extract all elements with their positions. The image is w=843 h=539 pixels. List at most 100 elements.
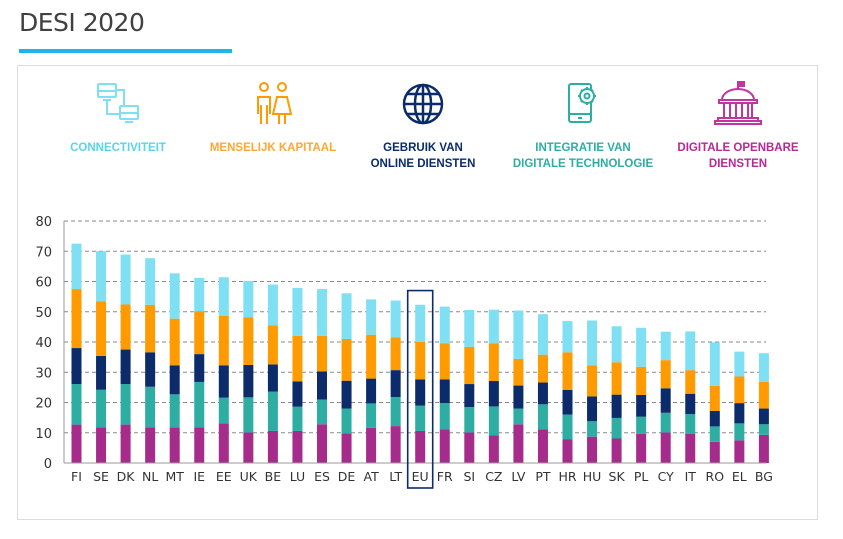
bar-stack-bg — [758, 353, 769, 463]
bar-segment — [562, 389, 573, 415]
y-tick-label: 10 — [35, 427, 52, 442]
bar-segment — [317, 399, 327, 425]
bar-segment — [390, 426, 401, 463]
bar-segment — [317, 424, 327, 463]
bar-stack-pt — [537, 314, 548, 463]
bar-segment — [709, 441, 720, 463]
bar-stack-nl — [145, 258, 156, 463]
bar-segment — [513, 385, 524, 409]
bar-segment — [464, 407, 475, 433]
bar-segment — [169, 394, 180, 428]
bar-segment — [120, 254, 131, 305]
bar-segment — [464, 346, 475, 385]
bar-segment — [169, 273, 180, 319]
x-tick-label: HU — [583, 469, 602, 484]
bar-stack-dk — [120, 254, 131, 463]
bar-stack-el — [734, 351, 745, 463]
bar-stack-cz — [488, 309, 499, 463]
bar-stack-pl — [636, 327, 647, 463]
bar-segment — [145, 352, 156, 387]
bar-segment — [366, 427, 377, 463]
bar-segment — [267, 391, 278, 431]
bar-segment — [587, 320, 598, 366]
bar-segment — [145, 427, 156, 463]
bar-stack-ro — [709, 342, 720, 463]
bar-segment — [537, 354, 548, 383]
x-tick-label: BE — [265, 469, 282, 484]
bar-segment — [439, 379, 450, 404]
bar-segment — [587, 365, 598, 397]
bar-segment — [562, 352, 573, 390]
bar-segment — [734, 440, 745, 463]
bar-segment — [243, 364, 254, 398]
x-tick-label: UK — [240, 469, 258, 484]
bar-segment — [439, 306, 450, 344]
bar-segment — [660, 432, 671, 463]
legend-label: INTEGRATIE VAN DIGITALE TECHNOLOGIE — [512, 142, 654, 170]
bar-segment — [758, 353, 769, 382]
bar-segment — [709, 426, 720, 442]
bar-segment — [243, 432, 254, 463]
bar-segment — [194, 311, 205, 355]
y-tick-label: 70 — [35, 245, 52, 260]
bar-segment — [464, 384, 475, 408]
bar-segment — [734, 403, 745, 424]
bar-segment — [611, 394, 622, 418]
bar-segment — [194, 427, 205, 463]
bar-stack-uk — [243, 280, 254, 463]
x-tick-label: SK — [609, 469, 626, 484]
bar-segment — [415, 379, 426, 406]
x-tick-label: LV — [511, 469, 526, 484]
bar-segment — [685, 393, 696, 414]
x-tick-label: IE — [193, 469, 205, 484]
bar-segment — [685, 331, 696, 371]
bar-segment — [587, 436, 598, 463]
bar-segment — [685, 413, 696, 434]
bar-stack-lv — [513, 310, 524, 463]
bar-segment — [415, 405, 426, 431]
bar-segment — [317, 289, 327, 336]
bar-segment — [292, 430, 303, 463]
connected-computers-icon — [38, 80, 198, 130]
bar-segment — [145, 304, 156, 353]
bar-segment — [243, 280, 254, 318]
bar-segment — [218, 315, 229, 366]
x-tick-label: CY — [658, 469, 675, 484]
bar-segment — [71, 424, 82, 463]
bar-segment — [464, 432, 475, 463]
bar-segment — [390, 397, 401, 427]
bar-stack-eu — [415, 304, 426, 463]
bar-segment — [96, 301, 107, 356]
x-tick-label: DK — [117, 469, 136, 484]
y-tick-label: 0 — [44, 457, 52, 472]
bar-segment — [488, 435, 499, 463]
title-underline — [19, 49, 232, 53]
x-tick-label: NL — [142, 469, 158, 484]
bar-segment — [120, 304, 131, 350]
bar-segment — [660, 412, 671, 433]
y-tick-label: 20 — [35, 397, 52, 412]
y-tick-label: 80 — [35, 215, 52, 230]
bar-segment — [169, 427, 180, 463]
bar-stack-ie — [194, 277, 205, 463]
bar-segment — [660, 331, 671, 361]
bar-segment — [366, 378, 377, 404]
bar-segment — [243, 317, 254, 365]
bar-segment — [169, 318, 180, 366]
bar-stack-mt — [169, 273, 180, 463]
bar-segment — [267, 430, 278, 463]
bar-segment — [341, 433, 352, 463]
x-tick-label: RO — [706, 469, 725, 484]
bar-segment — [562, 321, 573, 353]
bar-segment — [194, 277, 205, 312]
bar-segment — [587, 396, 598, 422]
bar-segment — [709, 410, 720, 427]
bar-segment — [562, 414, 573, 440]
x-tick-label: SI — [463, 469, 475, 484]
x-tick-label: ES — [314, 469, 330, 484]
stacked-bar-chart: 0 10 20 30 40 50 60 70 80 FI SE DK NL MT IE EE UK BE LU ES D… — [35, 215, 773, 489]
bar-segment — [488, 406, 499, 436]
bar-stack-si — [464, 309, 475, 463]
bar-segment — [439, 403, 450, 430]
bar-stack-fi — [71, 243, 82, 463]
